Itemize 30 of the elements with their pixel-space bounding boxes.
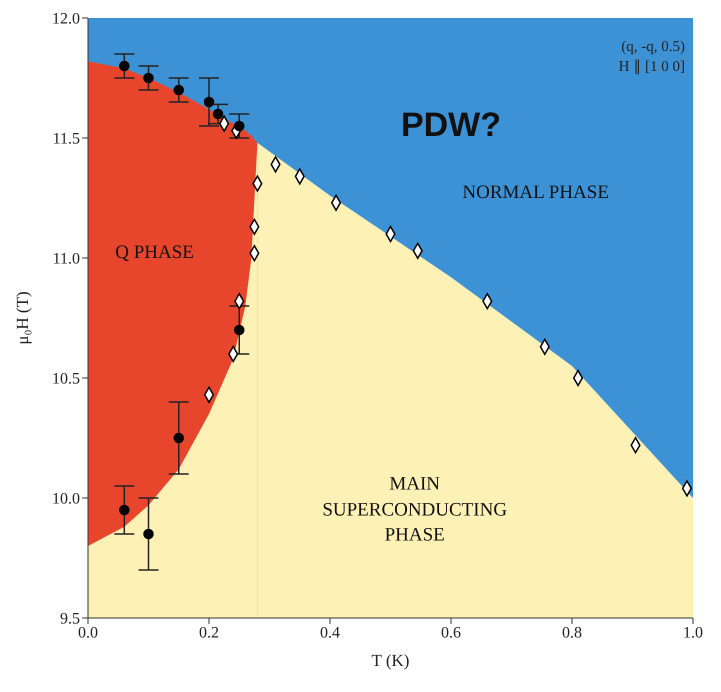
point [204,96,214,108]
y-tick-label: 11.0 [52,250,80,268]
point [119,60,130,72]
x-tick-label: 1.0 [683,624,703,642]
annotation: PDW? [400,105,502,146]
point [143,528,154,540]
x-tick-label: 0.2 [199,624,219,642]
point [173,84,184,96]
x-tick-label: 0.0 [78,624,98,642]
y-tick-label: 11.5 [52,130,80,148]
point [143,72,154,84]
point [234,324,245,336]
x-axis-title: T (K) [372,651,410,670]
point [212,108,224,120]
y-axis-title: μ₀H (T) [13,291,32,345]
y-tick-label: 10.0 [52,490,80,508]
y-tick-label: 12.0 [52,10,80,28]
annotation: NORMAL PHASE [461,181,610,206]
y-tick-label: 10.5 [52,370,80,388]
annotation: Q PHASE [115,242,194,264]
annotation: H ∥ [1 0 0] [618,58,685,76]
point [119,504,130,516]
point [173,432,184,444]
x-tick-label: 0.6 [441,624,461,642]
point [234,120,245,132]
x-tick-label: 0.8 [562,624,582,642]
annotation: MAIN SUPERCONDUCTING PHASE [321,472,508,548]
x-tick-label: 0.4 [320,624,340,642]
annotation: (q, -q, 0.5) [620,38,685,57]
y-tick-label: 9.5 [60,610,80,628]
